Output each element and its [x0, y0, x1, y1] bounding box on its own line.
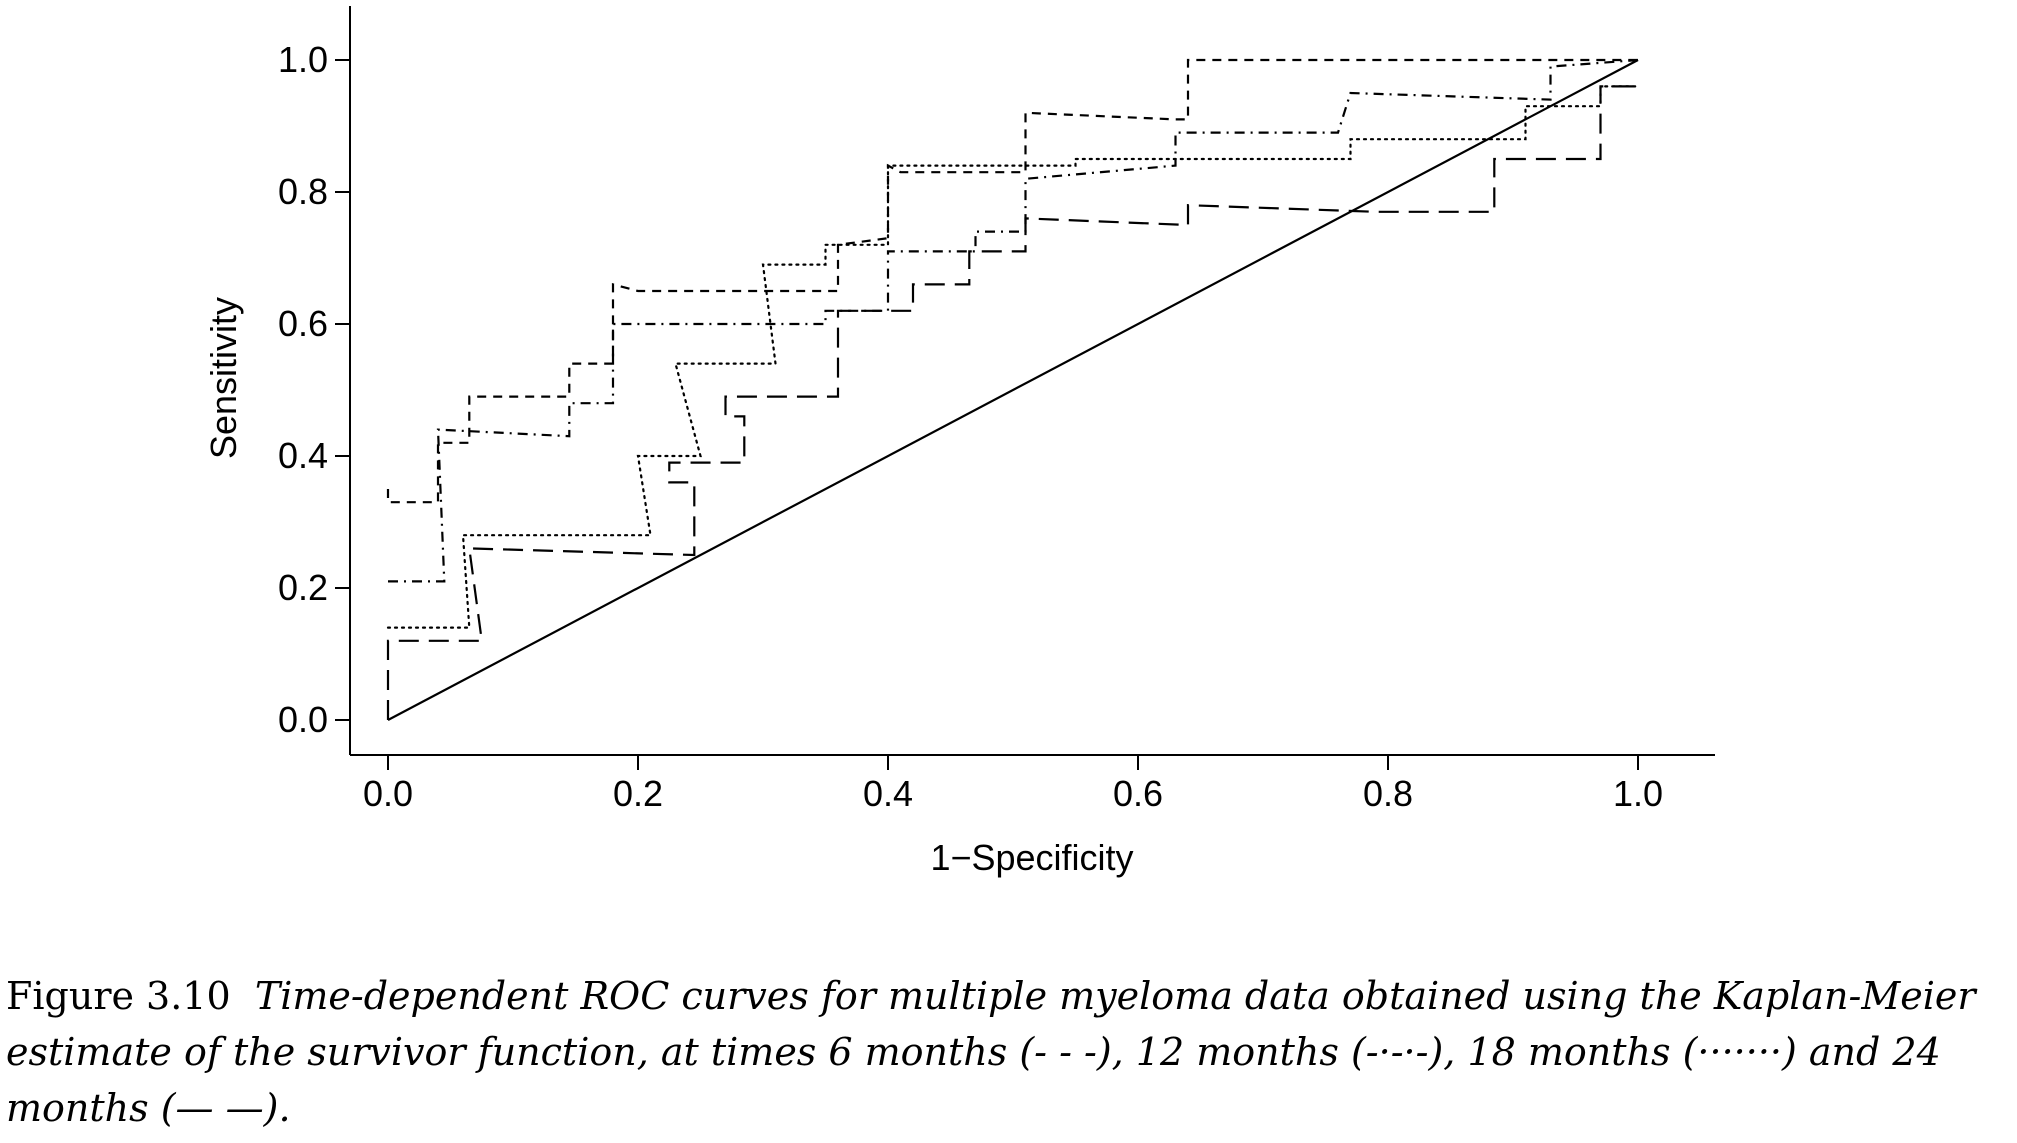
figure-label: Figure 3.10	[6, 974, 231, 1018]
series-layer	[386, 58, 1640, 720]
x-tick-label: 0.0	[363, 773, 413, 814]
series-longdash-line	[386, 85, 1638, 720]
y-tick-label: 0.4	[278, 435, 328, 476]
y-tick-label: 0.0	[278, 699, 328, 740]
caption-text: Time-dependent ROC curves for multiple m…	[6, 974, 1976, 1130]
x-axis-label: 1−Specificity	[930, 837, 1133, 878]
series-dashed-line	[386, 58, 1638, 504]
series-dotdash-line	[388, 58, 1639, 583]
roc-chart: 0.0 0.2 0.4 0.6 0.8 1.0 0.0 0.2 0.4 0.6 0.8 1.0 1−S…	[203, 6, 1715, 878]
reference-diagonal	[387, 59, 1639, 721]
y-tick-label: 0.8	[278, 171, 328, 212]
figure-caption: Figure 3.10 Time-dependent ROC curves fo…	[6, 968, 2011, 1136]
y-tick-label: 0.2	[278, 567, 328, 608]
x-tick-label: 0.8	[1363, 773, 1413, 814]
y-tick-label: 1.0	[278, 39, 328, 80]
y-tick-label: 0.6	[278, 303, 328, 344]
y-axis-label: Sensitivity	[203, 297, 244, 459]
x-tick-label: 0.2	[613, 773, 663, 814]
x-tick-label: 0.6	[1113, 773, 1163, 814]
x-tick-label: 0.4	[863, 773, 913, 814]
axes	[349, 6, 1715, 756]
x-tick-label: 1.0	[1613, 773, 1663, 814]
diagonal-line	[387, 59, 1639, 721]
ticks-layer: 0.0 0.2 0.4 0.6 0.8 1.0 0.0 0.2 0.4 0.6 0.8 1.0	[278, 39, 1663, 814]
series-dotted-line	[386, 85, 1640, 629]
